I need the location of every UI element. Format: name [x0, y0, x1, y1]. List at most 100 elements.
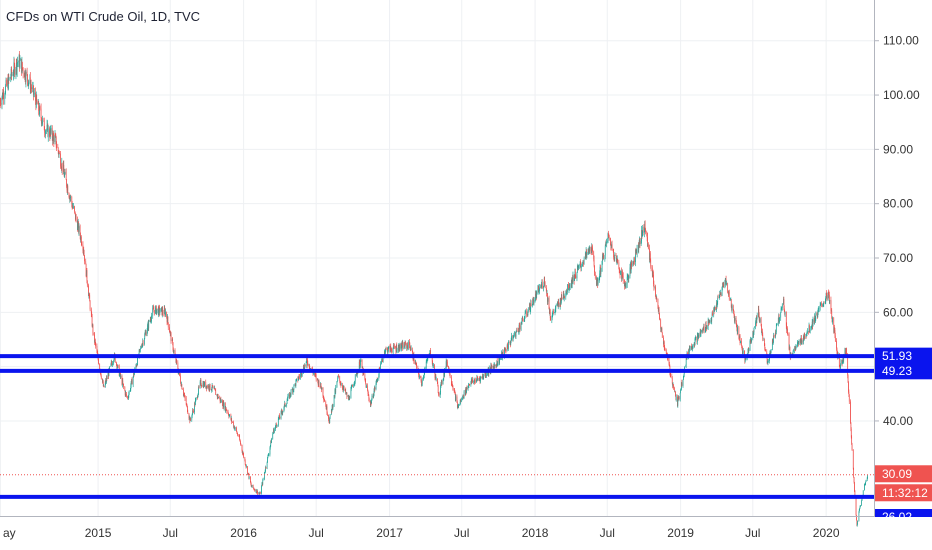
candle-body: [246, 466, 247, 467]
candle-body: [24, 70, 26, 80]
candle-body: [730, 299, 731, 301]
candle-body: [116, 364, 118, 369]
candle-body: [477, 378, 479, 380]
candle-body: [183, 394, 185, 395]
candle-body: [304, 365, 305, 370]
candle-body: [38, 101, 40, 112]
time-axis[interactable]: ay 2015 Jul 2016 Jul 2017 Jul 2018 Jul 2019 Jul 202…: [3, 526, 840, 540]
candle-body: [401, 342, 403, 344]
candle-body: [21, 58, 22, 73]
candle-body: [230, 418, 232, 420]
candle-body: [726, 282, 727, 285]
candle-body: [689, 345, 691, 350]
candle-body: [537, 288, 539, 292]
candle-body: [445, 361, 447, 368]
candle-body: [403, 343, 405, 347]
candle-body: [281, 412, 283, 414]
candle-body: [786, 325, 788, 331]
candle-body: [290, 390, 292, 395]
candle-body: [96, 350, 98, 354]
candle-body: [725, 278, 727, 280]
candle-body: [72, 206, 73, 208]
candle-body: [460, 400, 462, 402]
candle-body: [19, 55, 20, 68]
candle-body: [774, 335, 776, 337]
candle-body: [569, 286, 570, 290]
candle-body: [272, 432, 274, 434]
candle-body: [222, 402, 224, 407]
candlestick-series: [0, 50, 868, 527]
candle-body: [495, 364, 497, 367]
candle-body: [864, 484, 865, 491]
candle-body: [61, 168, 62, 169]
candle-body: [264, 473, 265, 479]
candle-body: [200, 380, 201, 382]
candle-body: [608, 233, 609, 235]
candle-body: [354, 374, 356, 382]
candle-body: [127, 396, 128, 398]
candle-body: [142, 341, 144, 344]
candle-body: [330, 409, 332, 415]
candle-body: [750, 340, 752, 342]
candle-body: [110, 363, 112, 367]
candle-body: [697, 334, 699, 335]
candle-body: [393, 345, 395, 348]
candle-body: [103, 385, 105, 387]
candle-body: [423, 373, 425, 376]
candle-body: [50, 129, 51, 133]
candle-body: [539, 287, 540, 291]
candle-body: [186, 404, 188, 407]
candle-body: [99, 363, 101, 370]
candle-body: [169, 332, 171, 334]
candle-body: [254, 489, 255, 491]
candle-body: [552, 313, 553, 316]
candle-body: [345, 393, 347, 394]
candle-body: [183, 389, 184, 395]
candle-body: [435, 374, 436, 378]
candle-body: [180, 383, 182, 387]
candle-body: [854, 490, 856, 497]
candle-body: [493, 366, 494, 370]
candle-body: [169, 327, 170, 333]
candle-body: [237, 433, 238, 436]
candle-body: [401, 346, 402, 349]
candle-body: [622, 275, 624, 281]
candle-body: [414, 361, 416, 365]
candle-body: [80, 237, 82, 241]
candle-body: [694, 343, 695, 345]
candle-body: [848, 391, 850, 395]
candle-body: [130, 381, 132, 386]
candle-body: [247, 466, 248, 475]
candle-body: [630, 262, 632, 272]
candle-body: [632, 261, 634, 264]
candle-body: [339, 376, 341, 381]
candle-body: [639, 238, 640, 242]
candle-body: [368, 393, 369, 396]
candle-body: [402, 342, 404, 350]
candle-body: [431, 356, 433, 362]
candle-body: [412, 357, 414, 360]
candle-body: [476, 377, 478, 379]
candle-body: [108, 373, 109, 377]
candle-body: [783, 308, 785, 312]
candle-body: [530, 303, 532, 310]
candle-body: [754, 326, 755, 328]
candle-body: [255, 489, 257, 492]
candle-body: [732, 305, 734, 310]
candle-body: [785, 311, 787, 326]
candle-body: [443, 373, 445, 379]
candle-body: [267, 455, 269, 456]
candle-body: [390, 349, 392, 350]
candle-body: [12, 74, 14, 76]
candle-body: [103, 385, 105, 388]
candle-body: [665, 350, 667, 354]
candle-body: [601, 260, 603, 272]
candle-body: [194, 403, 196, 405]
candle-body: [296, 378, 297, 380]
y-tick-label: 70.00: [883, 251, 913, 265]
candle-body: [146, 330, 148, 336]
candle-body: [313, 372, 314, 374]
candle-body: [147, 325, 148, 331]
candle-body: [677, 396, 678, 406]
